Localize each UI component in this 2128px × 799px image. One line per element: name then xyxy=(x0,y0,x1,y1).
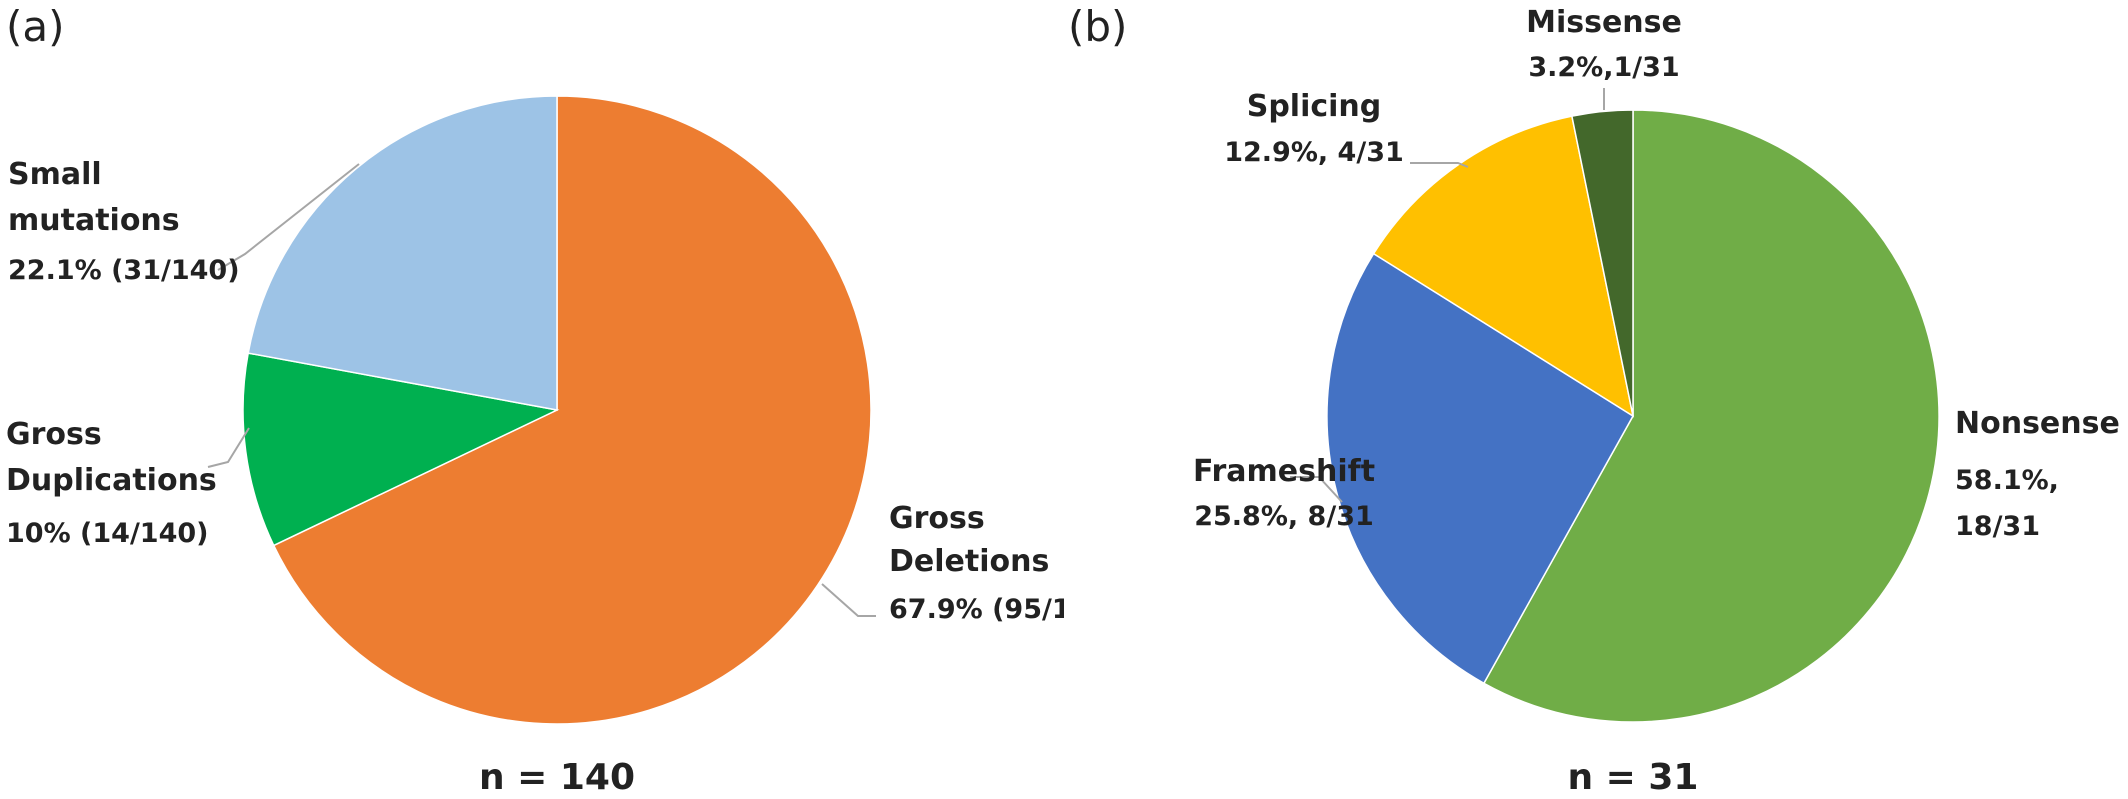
b-label-splicing-name: Splicing xyxy=(1247,89,1382,124)
a-leader-gross-duplications xyxy=(207,427,250,468)
b-label-splicing-value: 12.9%, 4/31 xyxy=(1224,137,1404,168)
pie-chart-b: Nonsense 58.1%, 18/31 Frameshift 25.8%, 8/31… xyxy=(1193,5,2120,798)
b-slice-frameshift xyxy=(1326,252,1635,685)
b-label-nonsense-value: 58.1%, xyxy=(1955,465,2059,496)
b-label-nonsense-value: 18/31 xyxy=(1955,511,2040,542)
b-leader-frameshift xyxy=(1290,476,1343,503)
a-label-gross-deletions-value: 67.9% (95/140) xyxy=(889,594,1064,625)
a-slice-gross-duplications xyxy=(242,352,560,547)
a-slice-small-mutations xyxy=(247,95,558,411)
b-label-nonsense-name: Nonsense xyxy=(1955,406,2120,441)
a-label-gross-duplications-value: 10% (14/140) xyxy=(6,518,209,549)
a-slice-gross-deletions xyxy=(272,95,872,725)
pie-chart-a: Gross Deletions 67.9% (95/140) Gross Duplica… xyxy=(6,95,1121,798)
a-label-gross-duplications-name: Duplications xyxy=(6,463,217,498)
b-label-missense-value: 3.2%,1/31 xyxy=(1528,52,1679,83)
a-label-small-mutations-name: Small xyxy=(8,157,102,192)
panel-label-b: (b) xyxy=(1068,2,1128,51)
panel-label-a: (a) xyxy=(6,2,65,51)
a-label-gross-duplications-name: Gross xyxy=(6,417,102,452)
b-label-missense-name: Missense xyxy=(1526,5,1682,40)
b-slice-nonsense xyxy=(1482,109,1940,723)
b-leader-splicing xyxy=(1410,162,1469,168)
b-slice-missense xyxy=(1571,109,1634,417)
a-label-small-mutations-name: mutations xyxy=(8,203,180,238)
b-label-frameshift-value: 25.8%, 8/31 xyxy=(1194,501,1374,532)
a-label-gross-deletions-name: Deletions xyxy=(889,544,1049,579)
chart-panel-b: (b) Nonsense 58.1%, 18/31 Frameshift 25.8%, … xyxy=(1064,0,2128,798)
a-label-small-mutations-value: 22.1% (31/140) xyxy=(8,255,240,286)
chart-panel-a: (a) Gross Deletions 67.9% (95/140) Gross Dup… xyxy=(0,0,1121,798)
a-leader-gross-deletions xyxy=(821,583,876,617)
a-label-gross-deletions-name: Gross xyxy=(889,501,985,536)
n-label-a: n = 140 xyxy=(479,757,635,795)
b-label-frameshift-name: Frameshift xyxy=(1193,454,1375,489)
n-label-b: n = 31 xyxy=(1568,757,1699,795)
a-leader-small-mutations xyxy=(217,163,360,271)
b-slice-splicing xyxy=(1372,115,1635,418)
